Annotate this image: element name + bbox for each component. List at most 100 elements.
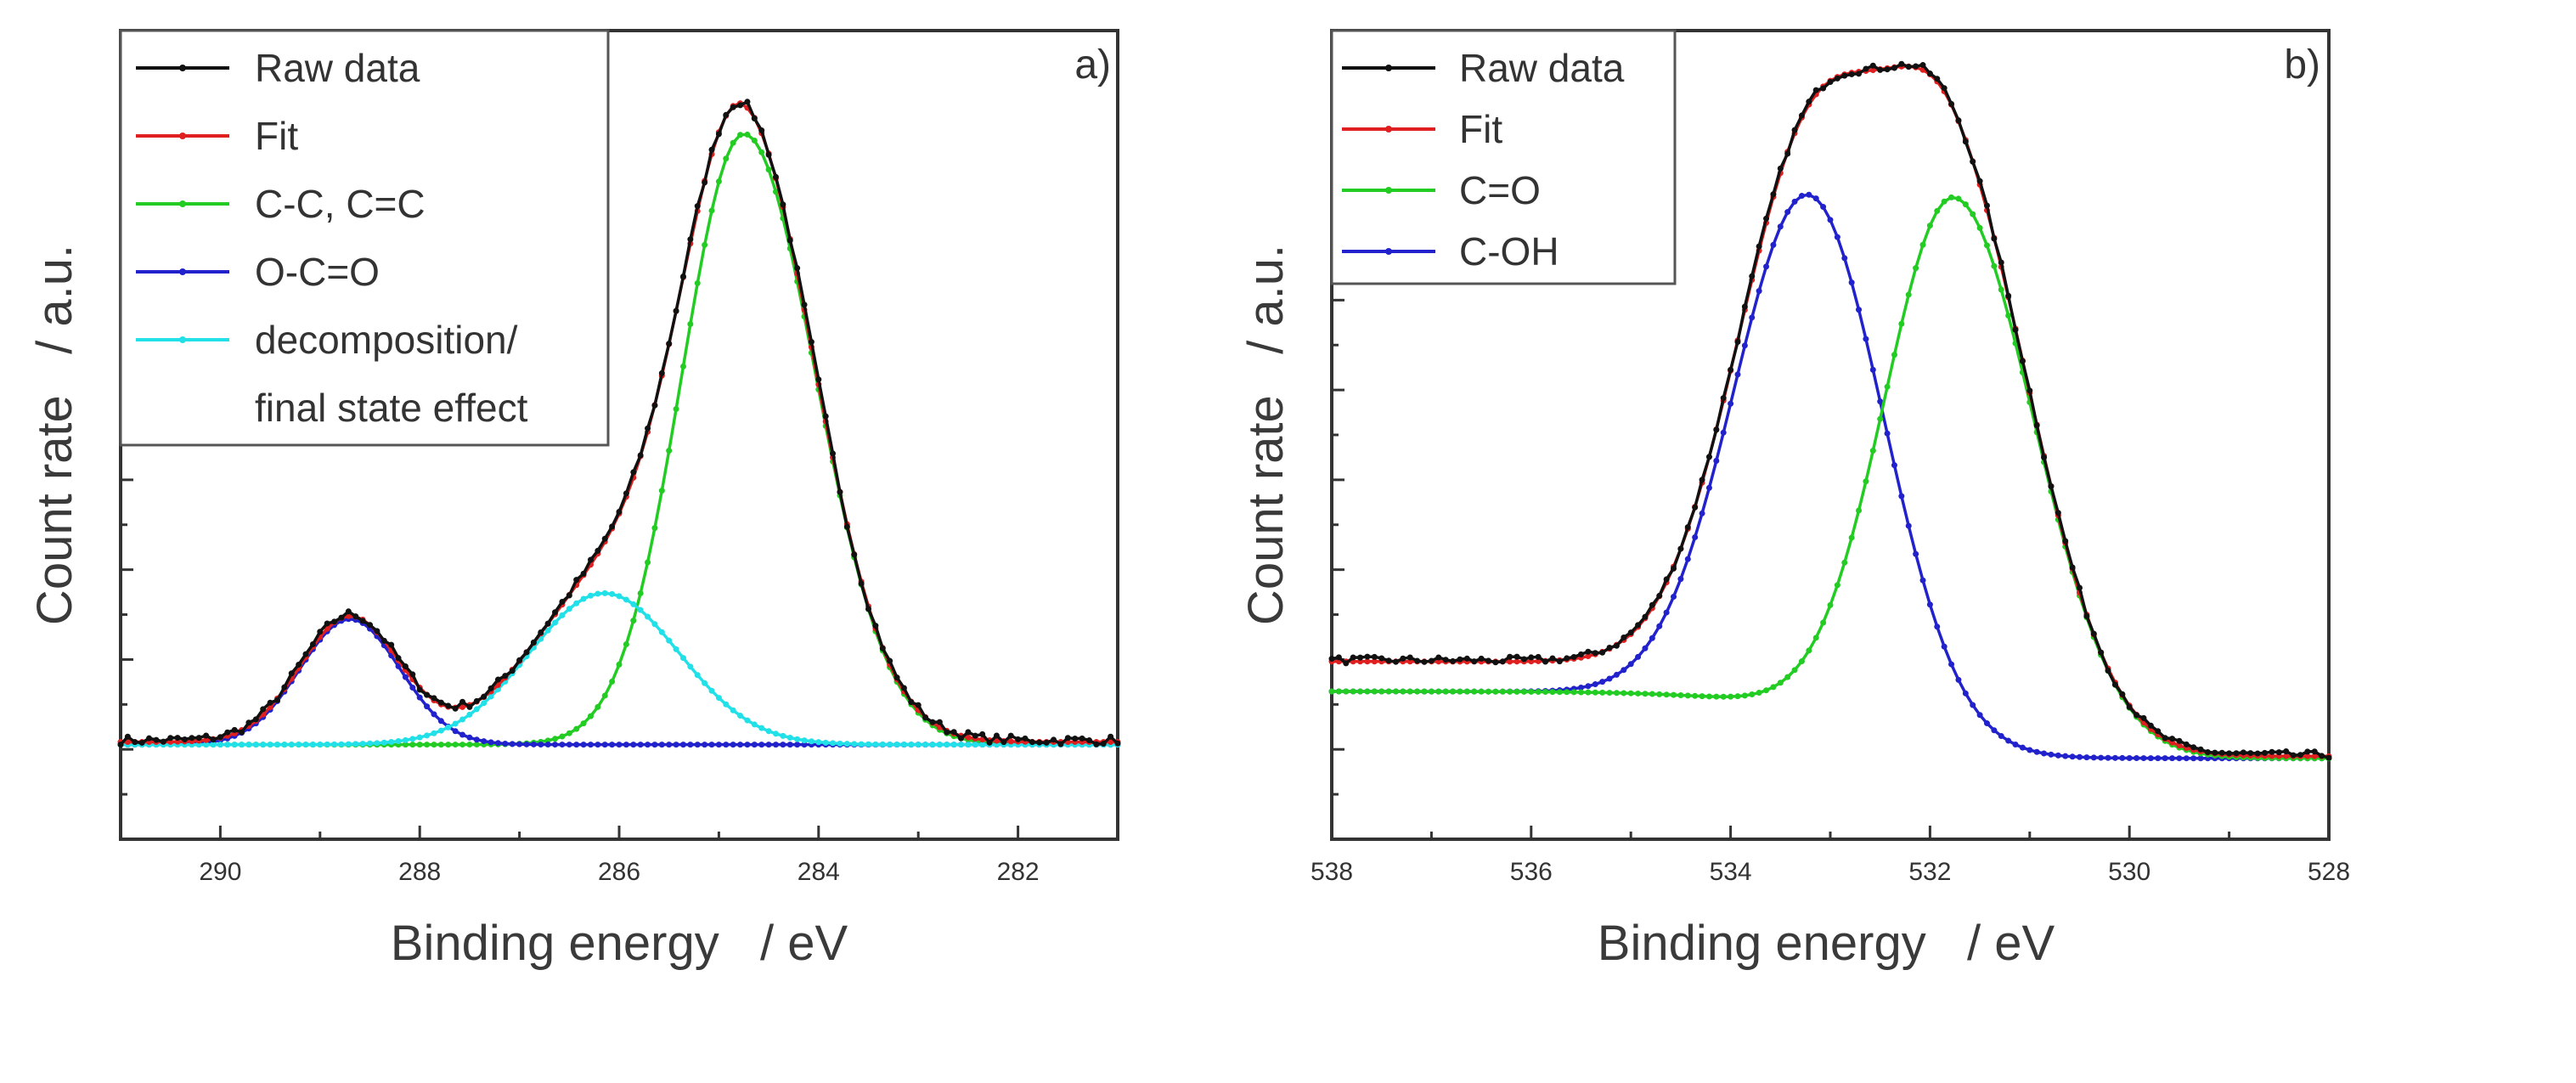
panel-b-raw-data-point [1713,426,1720,433]
panel-b-component-c-o-point [1485,688,1491,695]
panel-b-component-c-o-point [1856,507,1863,514]
panel-a-component-decomposition-final-state-effect-point [217,742,223,748]
panel-b-raw-data-point [1635,622,1642,629]
panel-a-component-decomposition-final-state-effect-point [609,590,616,597]
panel-a-raw-data-point [538,629,544,635]
panel-b-component-c-o-point [1863,478,1869,485]
panel-a-raw-data-point [730,104,736,110]
panel-b-component-c-oh-point [1976,712,1983,719]
panel-a-raw-data-point [530,639,537,646]
panel-b-raw-data-point [2197,746,2204,753]
panel-b-component-c-oh-point [2190,755,2197,762]
panel-b-raw-data-point [1335,654,1342,661]
panel-b-component-c-oh-point [2183,755,2190,762]
panel-b-component-c-o-point [1770,684,1777,691]
panel-b-component-c-o-point [1962,201,1969,208]
panel-a-x-tick-label: 286 [598,858,640,886]
panel-a-component-o-c-o-point [481,738,488,745]
panel-a-raw-data-point [929,719,936,725]
panel-a-raw-data-point [794,265,801,272]
panel-b-raw-data-point [2005,292,2012,299]
panel-a-raw-data-point [416,686,423,693]
panel-b-component-c-o-point [1656,691,1663,697]
panel-a-component-decomposition-final-state-effect-point [872,741,879,747]
panel-b-component-c-o-point [1720,693,1727,700]
panel-a-raw-data-point [786,237,793,244]
panel-a-raw-data-point [1100,740,1107,747]
panel-b-component-c-oh-point [2026,747,2033,753]
legend-entry-oco: O-C=O [136,250,380,294]
panel-a-component-decomposition-final-state-effect-point [296,742,302,748]
panel-a-y-axis-title: Count rate / a.u. [27,245,82,625]
panel-b-raw-data-point [2311,748,2318,755]
panel-b-raw-data-point [1741,303,1748,310]
panel-b-component-c-oh-point [1812,195,1819,202]
panel-a-raw-data-point [217,734,223,741]
panel-b-raw-data-point [2176,737,2183,744]
panel-a-component-c-c-c-c-point [452,742,459,748]
panel-b-component-c-oh-point [1970,702,1976,708]
panel-b-raw-data-point [1827,79,1834,86]
panel-b-component-c-oh-point [1841,255,1848,262]
panel-b-raw-data-point [1549,655,1556,662]
panel-a-component-decomposition-final-state-effect-point [466,711,473,718]
panel-a-raw-data-point [1015,736,1022,742]
panel-a-raw-data-point [765,151,772,158]
panel-a-component-decomposition-final-state-effect-point [544,627,551,634]
panel-a-raw-data-point [908,699,915,706]
panel-a-component-decomposition-final-state-effect-point [887,741,893,747]
panel-b-raw-data-point [1378,655,1385,662]
panel-a-raw-data-point [345,608,352,615]
panel-a-raw-data-point [273,697,280,703]
panel-b-raw-data-point [1770,191,1777,198]
panel-a-component-decomposition-final-state-effect-point [317,741,324,747]
legend-marker-decomposition [179,336,186,343]
panel-a-component-decomposition-final-state-effect-point [694,672,701,679]
panel-b-raw-data-point [1350,654,1356,661]
panel-a-raw-data-point [210,736,217,743]
panel-b-raw-data-point [2134,712,2140,719]
panel-b-raw-data-point [2247,750,2254,757]
panel-a-component-o-c-o-point [609,742,616,748]
panel-a-x-tick-label: 282 [997,858,1040,886]
panel-b-component-c-oh-point [1827,217,1834,223]
panel-a-component-o-c-o-point [459,731,466,738]
panel-b-component-c-oh-point [2055,752,2061,759]
panel-a-raw-data-point [559,599,566,606]
panel-b-raw-data-point [1371,653,1378,660]
panel-b-component-c-oh-point [2062,753,2069,759]
legend-marker-raw-data [179,65,186,71]
panel-b-raw-data-point [2162,735,2168,742]
panel-b-raw-data-point [1649,601,1655,608]
panel-a-component-decomposition-final-state-effect-point [708,687,715,694]
panel-b-component-c-oh-point [1627,661,1634,668]
panel-b-raw-data-point [1841,72,1848,79]
panel-b-component-c-oh-point [2147,755,2154,762]
legend-label-decomposition-line2: final state effect [255,386,528,430]
panel-a-component-decomposition-final-state-effect-point [900,742,907,748]
panel-a-ticks: 290 288 286 284 282 [119,74,1119,886]
panel-a-component-decomposition-final-state-effect-point [893,742,900,748]
panel-b-component-c-oh-point [1934,623,1941,630]
panel-a-component-decomposition-final-state-effect-point [972,742,978,748]
panel-a-x-axis-title: Binding energy / eV [391,916,848,971]
panel-b-component-c-oh-point [1806,191,1812,198]
panel-b-raw-data-point [1884,66,1891,73]
panel-b-component-c-o-point [1570,689,1577,696]
panel-a-component-decomposition-final-state-effect-point [566,606,572,612]
panel-b-raw-data-point [1585,648,1592,655]
panel-b-component-c-oh-point [1848,279,1855,286]
panel-a-raw-data-point [687,236,694,243]
panel-a-component-c-c-c-c-point [552,736,559,742]
panel-b-component-c-oh-point [1705,484,1712,491]
panel-a-component-decomposition-final-state-effect-point [445,724,452,730]
panel-b-fit-curve-point [1535,657,1542,664]
panel-b-raw-data-point [1877,66,1884,73]
panel-a-raw-data-point [1043,739,1050,746]
panel-b-component-c-o-point [1442,688,1449,695]
panel-b-component-c-oh-point [1606,675,1613,682]
panel-b-raw-data-point [2212,749,2218,756]
panel-b-raw-data-point [2077,584,2083,591]
panel-b-raw-data-point [1400,655,1406,662]
panel-a-component-c-c-c-c-point [744,131,751,138]
